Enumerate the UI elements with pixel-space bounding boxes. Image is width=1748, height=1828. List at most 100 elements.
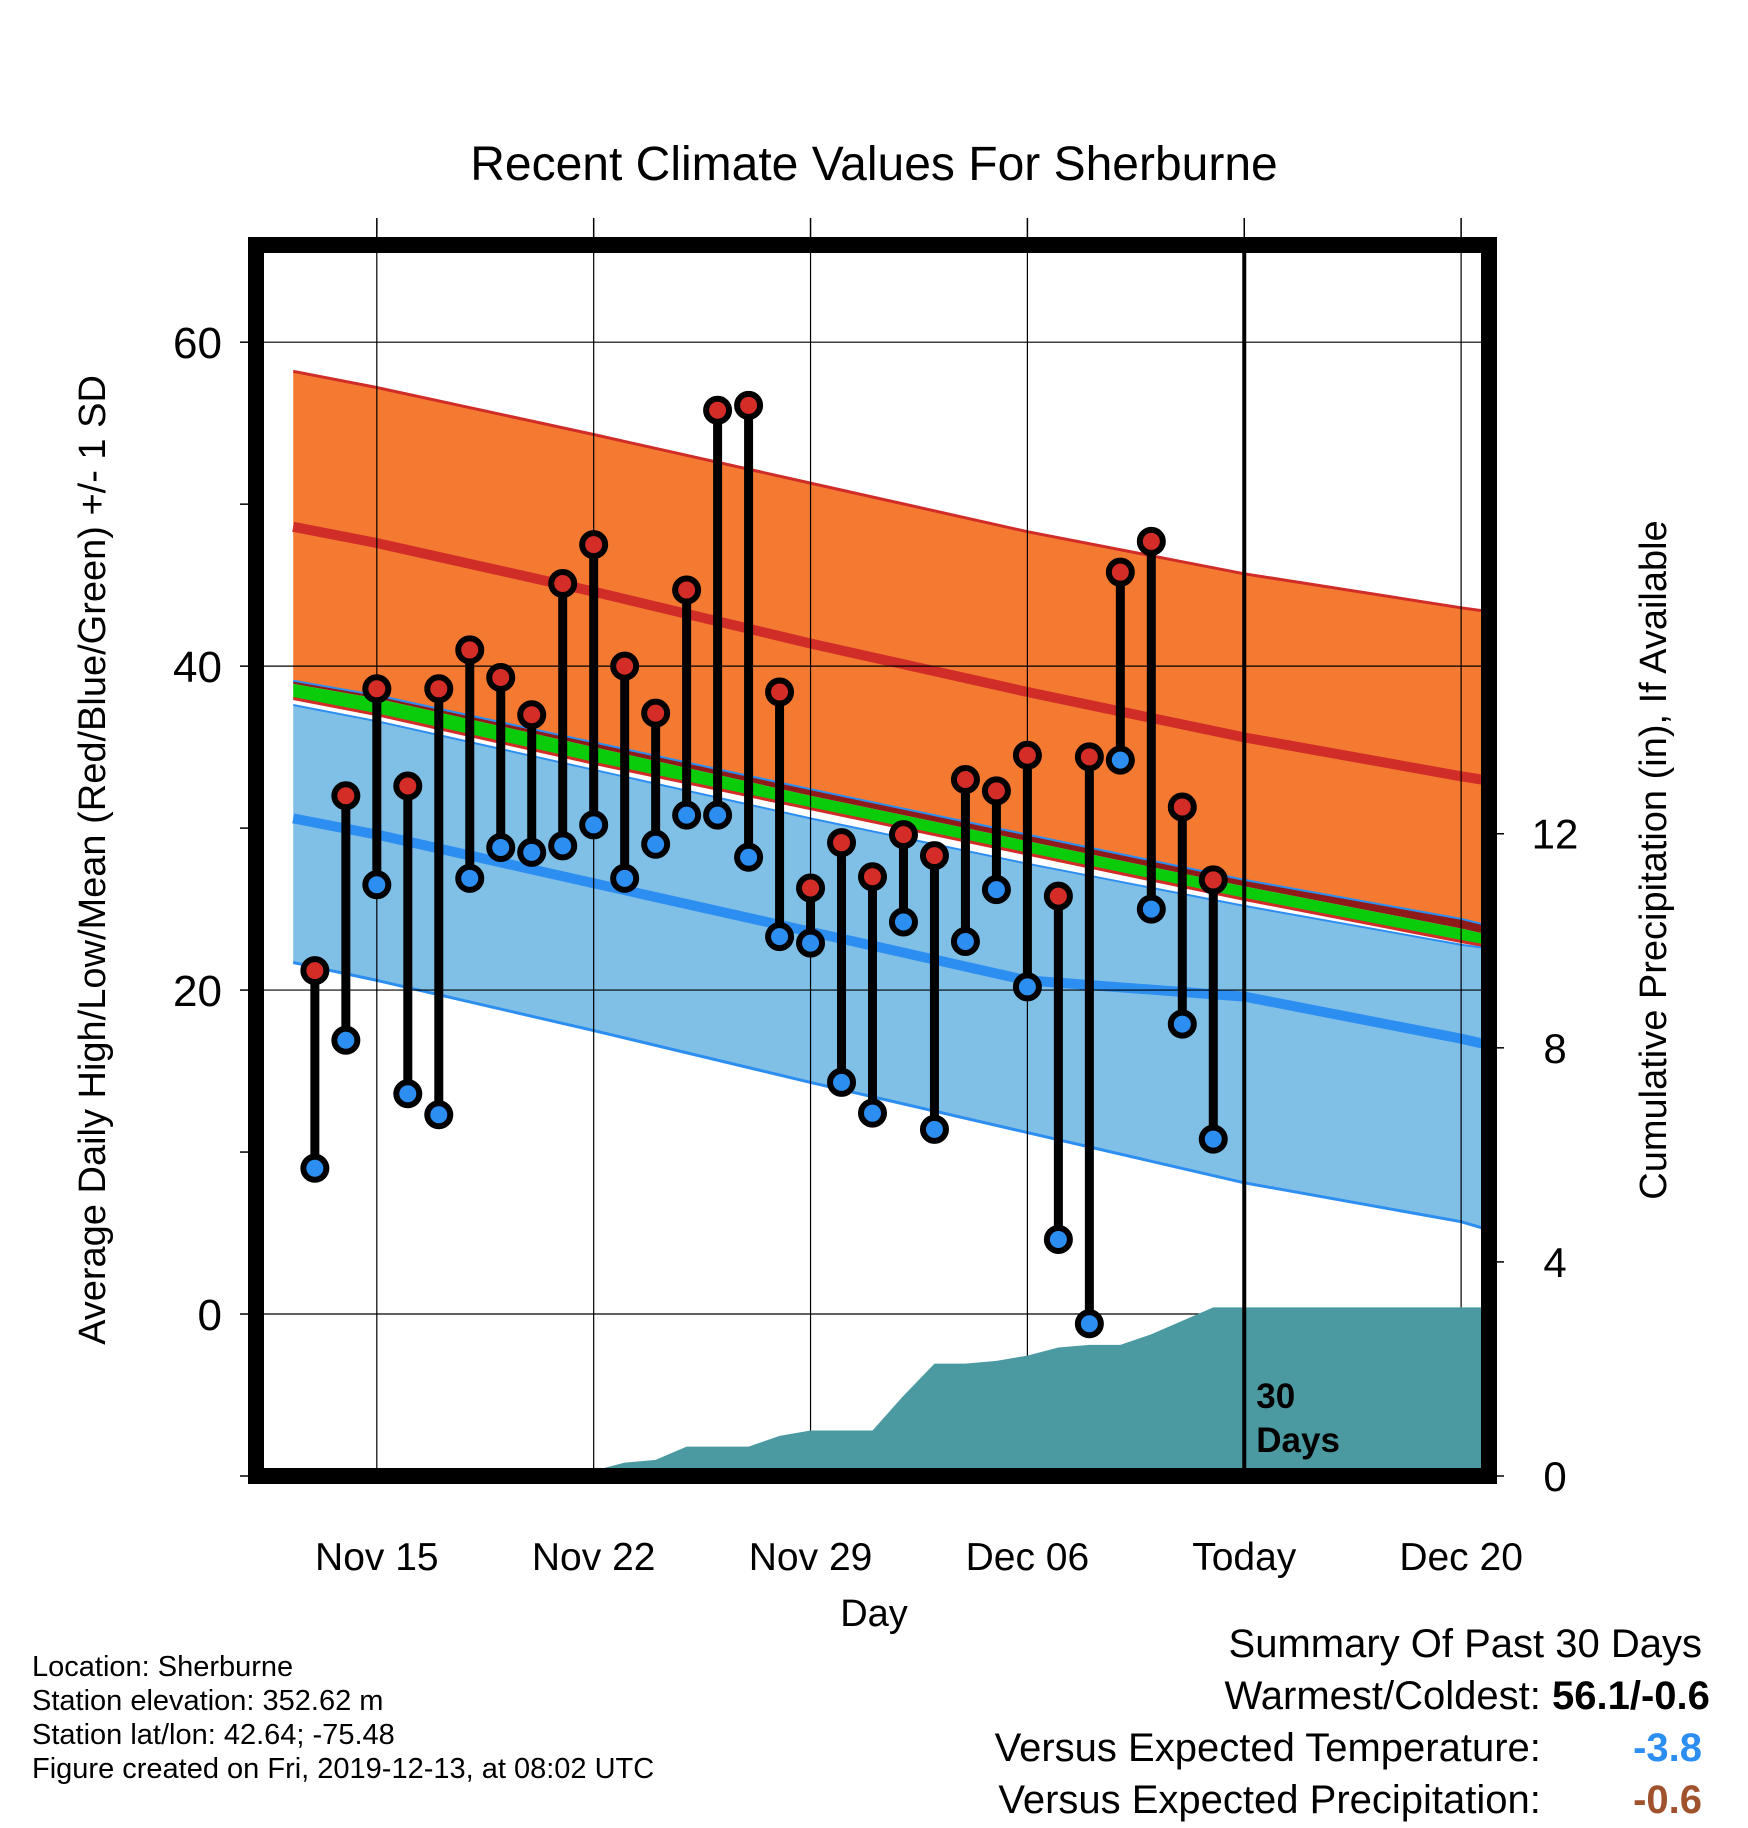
y2-axis-label: Cumulative Precipitation (in), If Availa…	[1633, 520, 1675, 1199]
x-tick-label: Nov 15	[315, 1536, 439, 1579]
observed-low-point	[1043, 1225, 1073, 1255]
normal-low-line	[292, 813, 1489, 1051]
observed-high-point	[1012, 740, 1042, 770]
observed-low-point	[1198, 1124, 1228, 1154]
location-text: Location: Sherburne	[32, 1651, 294, 1683]
y-axis-label: Average Daily High/Low/Mean (Red/Blue/Gr…	[72, 375, 114, 1345]
observed-low-point	[796, 928, 826, 958]
observed-low-point	[1136, 894, 1166, 924]
observed-low-point	[1105, 745, 1135, 775]
x-tick-label: Today	[1192, 1536, 1297, 1579]
observed-low-point	[331, 1025, 361, 1055]
high-plus-sd-line	[292, 369, 1489, 614]
plot-frame	[248, 237, 1497, 1484]
observed-high-point	[517, 700, 547, 730]
normal-high-band	[293, 371, 1489, 926]
observed-low-point	[981, 875, 1011, 905]
observed-low-point	[424, 1100, 454, 1130]
observed-low-point	[919, 1114, 949, 1144]
observed-low-point	[579, 810, 609, 840]
elevation-text: Station elevation: 352.62 m	[32, 1685, 384, 1717]
observed-low-point	[486, 833, 516, 863]
warm-cold-value: 56.1/-0.6	[1552, 1674, 1710, 1718]
today-marker-label: 30	[1256, 1377, 1295, 1416]
observed-low-point	[300, 1153, 330, 1183]
x-tick-label: Dec 06	[966, 1536, 1090, 1579]
observed-high-point	[827, 828, 857, 858]
observed-high-point	[641, 698, 671, 728]
x-tick-label: Nov 29	[749, 1536, 873, 1579]
y-tick-label: 0	[198, 1291, 222, 1340]
observed-low-point	[950, 926, 980, 956]
observed-low-point	[858, 1098, 887, 1128]
observed-low-point	[1167, 1009, 1197, 1039]
observed-high-point	[331, 781, 361, 811]
summary-warm-cold: Warmest/Coldest: 56.1/-0.6	[1224, 1674, 1710, 1719]
observed-high-point	[579, 530, 609, 560]
observed-low-point	[641, 829, 671, 859]
observed-low-point	[672, 800, 702, 830]
observed-high-point	[1198, 865, 1228, 895]
x-tick-label: Dec 20	[1399, 1536, 1523, 1579]
observed-low-point	[517, 837, 547, 867]
x-axis-label: Day	[840, 1593, 908, 1635]
observed-high-point	[703, 395, 733, 425]
observed-low-point	[827, 1067, 857, 1097]
today-marker-label: Days	[1256, 1421, 1340, 1460]
observed-low-point	[703, 800, 733, 830]
chart-title: Recent Climate Values For Sherburne	[470, 138, 1278, 191]
high-minus-sd-line	[293, 679, 1489, 927]
observed-high-point	[610, 651, 640, 681]
observed-high-point	[1043, 881, 1073, 911]
precip-label: Versus Expected Precipitation:	[998, 1778, 1541, 1822]
precip-value: -0.6	[1633, 1778, 1702, 1822]
observed-high-point	[486, 662, 516, 692]
summary-temperature: Versus Expected Temperature: -3.8	[995, 1726, 1702, 1771]
observed-high-point	[424, 674, 454, 704]
low-minus-sd-line	[292, 961, 1489, 1232]
observed-low-point	[1012, 972, 1042, 1002]
observed-high-point	[888, 820, 918, 850]
observed-high-point	[455, 635, 485, 665]
observed-high-point	[981, 776, 1011, 806]
observed-high-point	[362, 674, 392, 704]
observed-low-point	[734, 842, 764, 872]
observed-low-point	[610, 863, 640, 893]
observed-low-point	[455, 863, 485, 893]
station-info: Location: Sherburne Station elevation: 3…	[32, 1650, 654, 1786]
observed-low-point	[393, 1079, 423, 1109]
observed-high-point	[300, 956, 330, 986]
y-tick-label: 20	[173, 967, 222, 1016]
y2-tick-label: 4	[1543, 1239, 1566, 1286]
observed-low-point	[1074, 1309, 1104, 1339]
normal-high-line	[292, 521, 1489, 786]
observed-high-point	[672, 575, 702, 605]
observed-high-point	[548, 569, 578, 599]
observed-high-point	[1074, 742, 1104, 772]
observed-high-point	[858, 862, 887, 892]
summary-heading: Summary Of Past 30 Days	[1228, 1622, 1702, 1666]
mean-minus-sd-line	[292, 697, 1489, 949]
latlon-text: Station lat/lon: 42.64; -75.48	[32, 1719, 395, 1751]
summary-precipitation: Versus Expected Precipitation: -0.6	[998, 1778, 1702, 1823]
low-plus-sd-line	[293, 704, 1489, 950]
y-tick-label: 40	[173, 643, 222, 692]
observed-low-point	[765, 922, 795, 952]
y2-tick-label: 8	[1543, 1025, 1566, 1072]
y2-tick-label: 12	[1532, 811, 1579, 858]
warm-cold-label: Warmest/Coldest:	[1224, 1674, 1541, 1718]
observed-high-point	[919, 841, 949, 871]
y-tick-label: 60	[173, 319, 222, 368]
observed-high-point	[796, 873, 826, 903]
observed-high-point	[393, 771, 423, 801]
observed-high-point	[1105, 557, 1135, 587]
observed-high-point	[950, 765, 980, 795]
temp-label: Versus Expected Temperature:	[994, 1726, 1541, 1770]
observed-low-point	[548, 831, 578, 861]
observed-low-point	[362, 870, 392, 900]
x-tick-label: Nov 22	[532, 1536, 656, 1579]
observed-high-point	[734, 390, 764, 420]
precip-area	[283, 1307, 1489, 1476]
observed-high-point	[765, 677, 795, 707]
